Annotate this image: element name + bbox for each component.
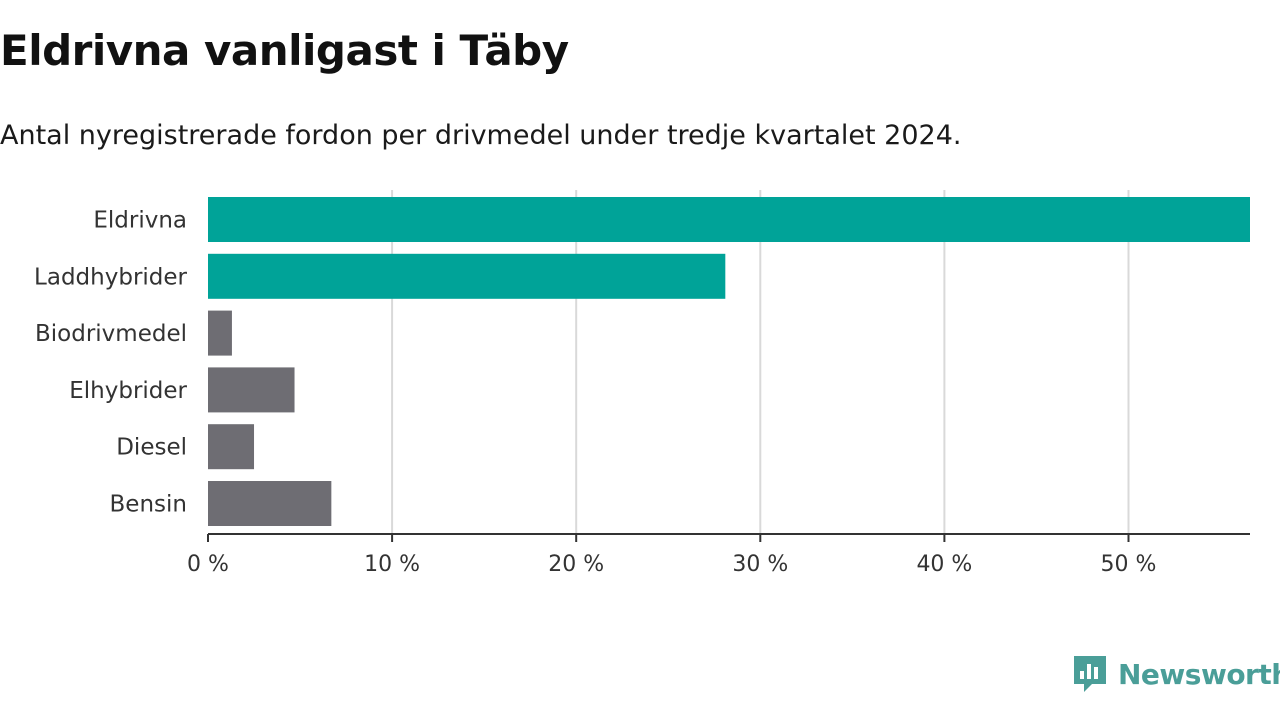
x-axis: 0 % 10 % 20 % 30 % 40 % 50 % [187,533,1250,577]
category-label-elhybrider: Elhybrider [69,378,187,404]
x-tick-label-50: 50 % [1101,552,1157,577]
x-tick-label-0: 0 % [187,552,229,577]
bar-diesel [208,424,255,470]
newsworthy-logo-icon [1074,656,1106,692]
x-tick-label-30: 30 % [732,552,788,577]
category-label-eldrivna: Eldrivna [93,208,187,234]
category-labels: Eldrivna Laddhybrider Biodrivmedel Elhybrid… [34,208,187,518]
bar-eldrivna [208,197,1250,242]
bar-biodrivmedel [208,310,232,356]
x-tick-label-10: 10 % [364,552,420,577]
newsworthy-brand: Newsworthy [1072,654,1280,694]
grid-lines [391,190,1130,534]
brand-name: Newsworthy [1118,657,1280,691]
bar-laddhybrider [208,253,726,299]
x-tick-label-40: 40 % [916,552,972,577]
chart-subtitle: Antal nyregistrerade fordon per drivmede… [0,120,962,151]
category-label-diesel: Diesel [116,435,187,461]
bars [208,197,1250,526]
category-label-biodrivmedel: Biodrivmedel [35,321,187,347]
bar-elhybrider [208,367,295,413]
bar-bensin [208,481,332,526]
category-label-laddhybrider: Laddhybrider [34,264,187,290]
x-tick-label-20: 20 % [548,552,604,577]
chart-title: Eldrivna vanligast i Täby [0,26,569,75]
category-label-bensin: Bensin [110,492,187,518]
